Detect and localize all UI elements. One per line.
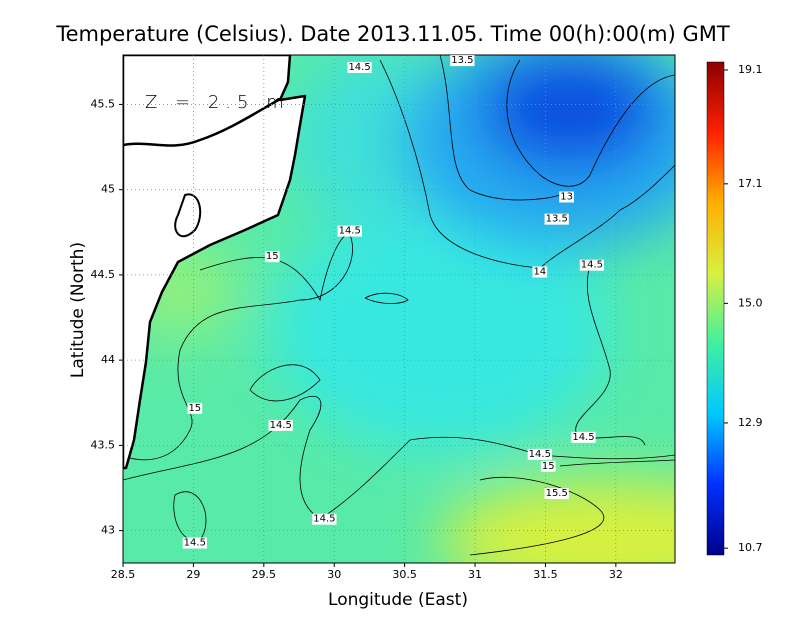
contour-label: 13 [560, 191, 573, 202]
x-tick-label: 32 [609, 568, 623, 581]
x-tick-label: 30 [327, 568, 341, 581]
contour-label: 13.5 [546, 214, 568, 225]
y-tick-label: 43.5 [91, 438, 116, 451]
contour-label-bg [571, 431, 596, 443]
x-tick-label: 29.5 [252, 568, 277, 581]
contour-label-bg [559, 191, 574, 203]
contour-label: 14.5 [581, 260, 603, 271]
x-tick-label: 31.5 [533, 568, 558, 581]
contour-label-bg [544, 213, 569, 225]
colorbar-tick-label: 12.9 [738, 416, 763, 429]
contour-label: 14.5 [339, 226, 361, 237]
y-tick-label: 45.5 [91, 97, 116, 110]
colorbar-tick-label: 17.1 [738, 177, 763, 190]
contour-label: 13.5 [451, 55, 473, 66]
contour-label-bg [182, 537, 207, 549]
title: Temperature (Celsius). Date 2013.11.05. … [55, 22, 730, 46]
y-tick-label: 44 [101, 353, 115, 366]
contour-label-bg [527, 448, 552, 460]
x-tick-label: 30.5 [392, 568, 417, 581]
x-tick-label: 29 [186, 568, 200, 581]
field [123, 55, 675, 563]
y-tick-label: 44.5 [91, 268, 116, 281]
y-tick-label: 45 [101, 183, 115, 196]
colorbar-tick-label: 10.7 [738, 541, 763, 554]
contour-label-bg [337, 225, 362, 237]
y-axis-label: Latitude (North) [68, 242, 88, 378]
contour-label: 15 [542, 461, 555, 472]
contour-label: 14.5 [572, 432, 594, 443]
colorbar [706, 61, 725, 556]
contour-label: 14 [533, 266, 546, 277]
coastline [123, 96, 283, 147]
contour-label: 14.5 [313, 514, 335, 525]
contour-label: 14.5 [270, 420, 292, 431]
x-axis-label: Longitude (East) [328, 590, 468, 610]
contour-label-bg [450, 55, 475, 67]
contour-label: 15 [188, 403, 201, 414]
contour-label-bg [264, 251, 280, 263]
contour-label: 14.5 [184, 538, 206, 549]
plot-frame [122, 54, 676, 564]
contour-label: 14.5 [348, 62, 370, 73]
contour-label: 15.5 [546, 488, 568, 499]
contour-label-bg [268, 419, 293, 431]
contour-label-bg [532, 266, 548, 278]
contour-label-bg [579, 259, 605, 271]
depth-annotation: Z = 2.5 m [145, 92, 290, 113]
land [123, 55, 307, 470]
contour-label-bg [347, 61, 372, 73]
colorbar-tick-label: 15.0 [738, 296, 763, 309]
contour-label-bg [187, 402, 203, 414]
contour-label: 15 [266, 251, 279, 262]
contour-label-bg [544, 488, 569, 500]
x-tick-label: 28.5 [111, 568, 136, 581]
contour-label: 14.5 [529, 449, 551, 460]
y-tick-label: 43 [101, 524, 115, 537]
contour-label-bg [312, 513, 337, 525]
lake [174, 193, 202, 238]
contour-label-bg [540, 460, 556, 472]
x-tick-label: 31 [468, 568, 482, 581]
colorbar-tick-label: 19.1 [738, 63, 763, 76]
